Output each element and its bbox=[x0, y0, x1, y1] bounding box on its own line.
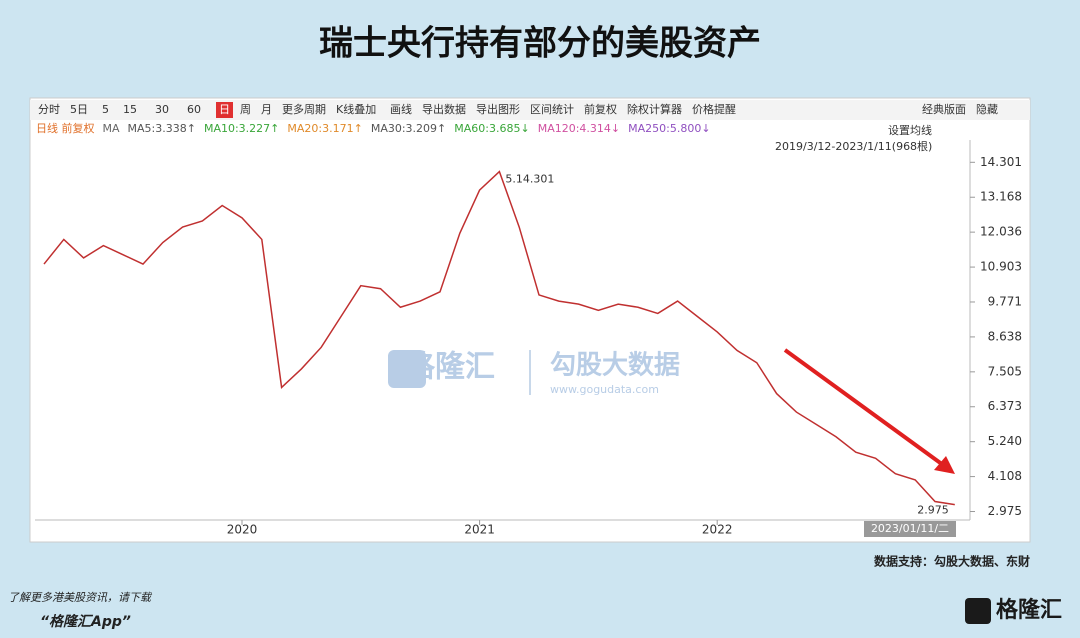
watermark-url: www.gogudata.com bbox=[550, 383, 659, 396]
ma-legend: MA10:3.227↑ bbox=[204, 122, 279, 135]
toolbar bbox=[30, 100, 1030, 120]
ma-legend: 日线 前复权 bbox=[36, 121, 95, 135]
cursor-date-bg bbox=[864, 521, 956, 537]
trend-arrow bbox=[783, 348, 952, 472]
toolbar-item[interactable]: 更多周期 bbox=[282, 102, 326, 116]
footer-line1: 了解更多港美股资讯，请下载 bbox=[8, 591, 153, 604]
chart-panel bbox=[29, 97, 1031, 543]
y-tick-label: 5.240 bbox=[988, 434, 1022, 448]
footer-logo: 格隆汇 bbox=[996, 597, 1062, 623]
watermark-brand2: 勾股大数据 bbox=[550, 351, 680, 381]
ma-legend: MA5:3.338↑ bbox=[128, 122, 196, 135]
high-label: 5.14.301 bbox=[505, 173, 554, 186]
toolbar-item[interactable]: 区间统计 bbox=[530, 103, 574, 116]
ma-legend: MA60:3.685↓ bbox=[454, 122, 529, 135]
toolbar-item[interactable]: 周 bbox=[240, 103, 251, 116]
y-tick-label: 8.638 bbox=[988, 329, 1022, 343]
ma-legend: MA20:3.171↑ bbox=[287, 122, 362, 135]
toolbar-item[interactable]: 画线 bbox=[390, 102, 412, 116]
y-tick-label: 14.301 bbox=[980, 155, 1022, 169]
y-tick-label: 10.903 bbox=[980, 260, 1022, 274]
toolbar-item[interactable]: 除权计算器 bbox=[627, 102, 682, 116]
toolbar-item[interactable]: 日 bbox=[219, 103, 230, 116]
low-label: 2.975 bbox=[917, 504, 949, 517]
toolbar-item[interactable]: 5日 bbox=[70, 103, 88, 116]
ma-legend: MA120:4.314↓ bbox=[538, 122, 620, 135]
toolbar-item[interactable]: 经典版面 bbox=[922, 102, 966, 116]
toolbar-item[interactable]: 30 bbox=[155, 103, 169, 116]
ma-setting[interactable]: 设置均线 bbox=[888, 123, 932, 137]
ma-legend: MA bbox=[103, 122, 120, 135]
y-tick-label: 4.108 bbox=[988, 469, 1022, 483]
ma-legend: MA30:3.209↑ bbox=[371, 122, 446, 135]
toolbar-item[interactable]: 15 bbox=[123, 103, 137, 116]
toolbar-active bbox=[216, 102, 233, 118]
toolbar-item[interactable]: 60 bbox=[187, 103, 201, 116]
y-tick-label: 13.168 bbox=[980, 190, 1022, 204]
toolbar-item[interactable]: 前复权 bbox=[584, 102, 617, 116]
toolbar-item[interactable]: 隐藏 bbox=[976, 103, 998, 116]
toolbar-item[interactable]: 价格提醒 bbox=[692, 102, 736, 116]
y-tick-label: 6.373 bbox=[988, 399, 1022, 413]
source: 数据支持：勾股大数据、东财 bbox=[874, 554, 1030, 569]
toolbar-item[interactable]: K线叠加 bbox=[336, 102, 376, 116]
ma-legend: MA250:5.800↓ bbox=[628, 122, 710, 135]
footer-logo-icon bbox=[965, 598, 991, 624]
footer-line2: “格隆汇App” bbox=[40, 613, 131, 630]
watermark-logo bbox=[388, 350, 426, 388]
y-tick-label: 7.505 bbox=[988, 364, 1022, 378]
x-tick-label: 2022 bbox=[702, 523, 733, 537]
y-tick-label: 9.771 bbox=[988, 294, 1022, 308]
trend-arrow-head bbox=[934, 456, 955, 474]
toolbar-item[interactable]: 分时 bbox=[38, 103, 60, 116]
y-tick-label: 2.975 bbox=[988, 504, 1022, 518]
page-title: 瑞士央行持有部分的美股资产 bbox=[319, 24, 761, 64]
toolbar-item[interactable]: 导出图形 bbox=[476, 102, 520, 116]
toolbar-item[interactable]: 5 bbox=[102, 103, 109, 116]
x-tick-label: 2021 bbox=[464, 523, 495, 537]
cursor-date: 2023/01/11/二 bbox=[871, 522, 949, 535]
y-tick-label: 12.036 bbox=[980, 225, 1022, 239]
price-line bbox=[43, 170, 955, 506]
toolbar-item[interactable]: 月 bbox=[261, 103, 272, 116]
x-tick-label: 2020 bbox=[227, 523, 258, 537]
toolbar-item[interactable]: 导出数据 bbox=[422, 102, 466, 116]
range-label: 2019/3/12-2023/1/11(968根) bbox=[775, 139, 932, 153]
